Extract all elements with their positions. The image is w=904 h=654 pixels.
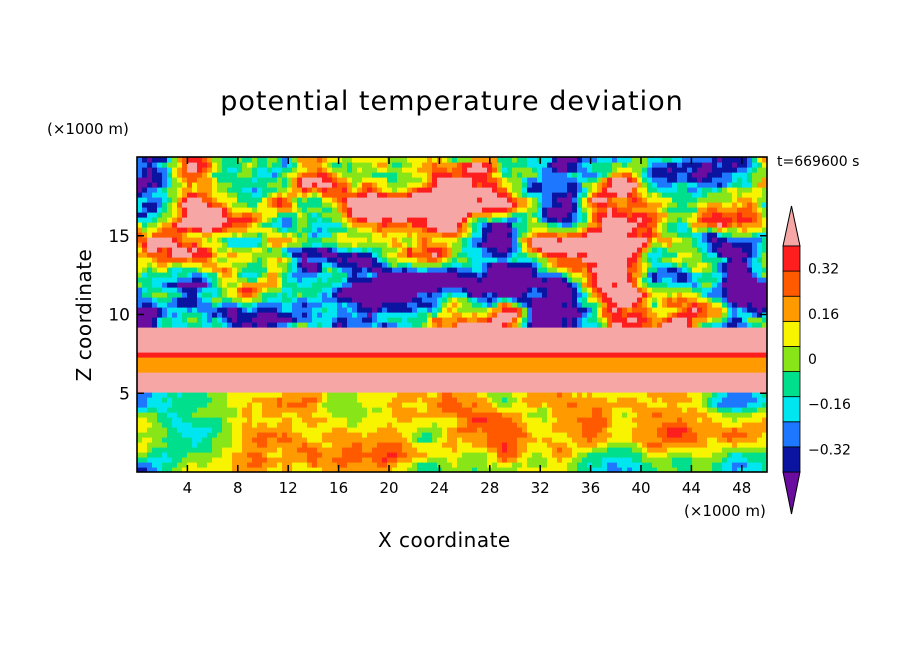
colorbar: 0.32 0.16 0 −0.16 −0.32 <box>782 205 851 515</box>
x-tick-label: 48 <box>732 479 751 497</box>
chart-title: potential temperature deviation <box>220 86 684 117</box>
y-tick-label: 10 <box>108 306 130 326</box>
colorbar-over-triangle <box>782 205 801 247</box>
colorbar-swatch <box>782 396 801 423</box>
colorbar-tick-label: 0.16 <box>808 307 839 323</box>
x-axis-label: X coordinate <box>378 528 511 552</box>
x-tick-label: 16 <box>329 479 348 497</box>
x-tick-label: 28 <box>480 479 499 497</box>
x-tick-label: 36 <box>581 479 600 497</box>
colorbar-swatch <box>782 346 801 372</box>
colorbar-swatch <box>782 371 801 398</box>
colorbar-swatch <box>782 320 801 347</box>
x-tick-label: 12 <box>279 479 298 497</box>
colorbar-swatch <box>782 270 801 297</box>
colorbar-tick-label: −0.32 <box>808 442 851 458</box>
colorbar-tick-label: −0.16 <box>808 397 851 413</box>
x-tick-label: 24 <box>430 479 449 497</box>
colorbar-swatch <box>782 295 801 322</box>
colorbar-swatch <box>782 446 801 473</box>
colorbar-tick-label: 0 <box>808 352 817 368</box>
colorbar-tick-label: 0.32 <box>808 262 839 278</box>
x-tick-label: 40 <box>631 479 650 497</box>
time-label: t=669600 s <box>777 154 860 170</box>
x-tick-label: 4 <box>183 479 193 497</box>
colorbar-swatch <box>782 421 801 448</box>
z-axis-unit: (×1000 m) <box>47 120 129 138</box>
x-axis-ticks: 4 8 12 16 20 24 28 32 36 40 44 48 <box>183 157 751 497</box>
colorbar-swatch <box>782 245 801 272</box>
contour-field <box>137 157 767 472</box>
y-tick-label: 15 <box>108 227 130 247</box>
x-tick-label: 8 <box>233 479 243 497</box>
colorbar-under-triangle <box>782 471 801 515</box>
x-axis-unit: (×1000 m) <box>684 502 766 520</box>
x-tick-label: 32 <box>531 479 550 497</box>
x-tick-label: 20 <box>379 479 398 497</box>
y-tick-label: 5 <box>119 384 130 404</box>
x-tick-label: 44 <box>682 479 701 497</box>
y-axis-ticks: 5 10 15 <box>108 227 767 404</box>
